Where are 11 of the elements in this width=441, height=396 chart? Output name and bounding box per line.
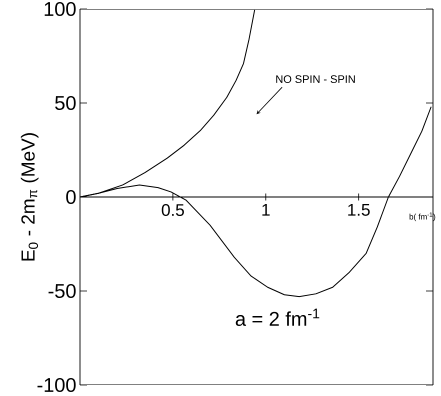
y-tick-label: 50 [55, 96, 76, 110]
x-tick-label: 0.5 [162, 204, 184, 216]
y-tick-label: -50 [48, 284, 76, 298]
y-tick-label: 0 [66, 190, 76, 204]
x-tick-label: 1.5 [348, 204, 370, 216]
annotation: NO SPIN - SPIN [276, 75, 355, 83]
y-tick-label: -100 [37, 378, 76, 392]
x-tick-label: 1 [262, 204, 270, 216]
y-tick-label: 100 [44, 2, 76, 16]
y-axis-title: E$_{0}$ - 2m$_{π}$ (MeV) [20, 133, 38, 260]
annotation: a = 2 fm$^{-1}$ [236, 308, 320, 326]
